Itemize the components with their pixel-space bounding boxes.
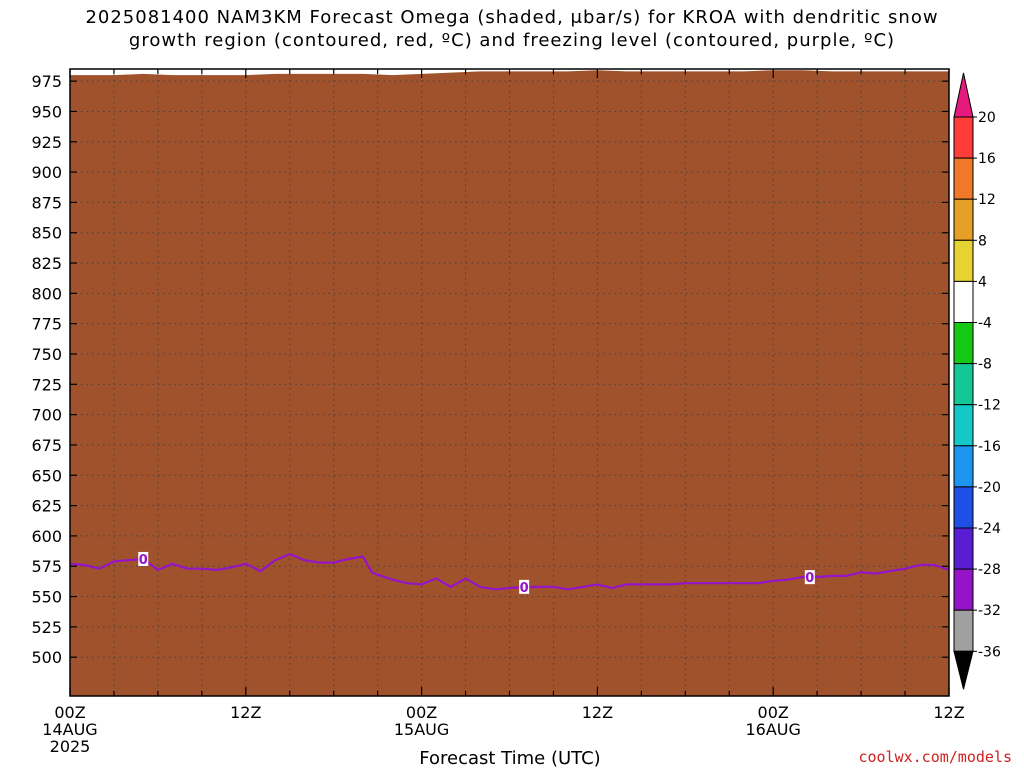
x-tick-label: 12Z <box>230 703 261 722</box>
y-tick-label: 900 <box>31 163 62 182</box>
y-tick-label: 650 <box>31 466 62 485</box>
colorbar-swatch <box>953 239 974 282</box>
grid-lines <box>70 69 949 696</box>
x-tick-label: 00Z <box>406 703 437 722</box>
freezing-level-label: 0 <box>805 571 814 586</box>
x-tick-label: 16AUG <box>745 720 800 739</box>
colorbar-label: 8 <box>978 233 987 249</box>
colorbar-label: -20 <box>978 480 1001 496</box>
colorbar-label: 12 <box>978 192 996 208</box>
freezing-level-label-bg <box>804 570 815 585</box>
colorbar-label: -4 <box>978 316 992 332</box>
x-tick-label: 12Z <box>582 703 613 722</box>
y-tick-label: 575 <box>31 557 62 576</box>
y-tick-label: 600 <box>31 527 62 546</box>
colorbar-swatch <box>953 609 974 652</box>
colorbar-swatch <box>953 198 974 241</box>
y-tick-label: 750 <box>31 345 62 364</box>
credit-link[interactable]: coolwx.com/models <box>858 748 1012 766</box>
colorbar-swatch <box>953 322 974 365</box>
colorbar-swatch <box>953 363 974 406</box>
freezing-level-label: 0 <box>139 553 148 568</box>
colorbar-swatch <box>953 280 974 323</box>
chart-title-line2: growth region (contoured, red, ºC) and f… <box>128 30 896 51</box>
y-tick-label: 675 <box>31 436 62 455</box>
colorbar-bottom-triangle <box>953 650 974 690</box>
colorbar-label: -32 <box>978 603 1001 619</box>
colorbar-label: -16 <box>978 439 1001 455</box>
y-tick-label: 725 <box>31 375 62 394</box>
y-tick-label: 925 <box>31 133 62 152</box>
y-tick-label: 775 <box>31 315 62 334</box>
colorbar-label: 20 <box>978 110 996 126</box>
colorbar-label: 4 <box>978 274 987 290</box>
colorbar: 20 16 12 8 4 -4 -8 -12 -16 -20 -24 -28 -32 -36 <box>953 72 1001 690</box>
y-tick-label: 700 <box>31 406 62 425</box>
x-tick-label: 14AUG <box>42 720 97 739</box>
colorbar-top-triangle <box>953 72 974 118</box>
colorbar-label: -36 <box>978 644 1001 660</box>
y-tick-label: 550 <box>31 588 62 607</box>
colorbar-label: -8 <box>978 357 992 373</box>
y-tick-label: 800 <box>31 284 62 303</box>
x-tick-label: 2025 <box>50 737 91 756</box>
x-tick-label: 12Z <box>933 703 964 722</box>
chart-title-line1: 2025081400 NAM3KM Forecast Omega (shaded… <box>85 7 939 28</box>
colorbar-label: 16 <box>978 151 996 167</box>
x-tick-label: 15AUG <box>394 720 449 739</box>
freezing-level-line <box>69 552 950 591</box>
freezing-level-label-bg <box>138 551 149 566</box>
freezing-level-label-bg <box>519 579 530 594</box>
x-axis-label: Forecast Time (UTC) <box>419 748 600 768</box>
colorbar-swatch <box>953 157 974 200</box>
colorbar-swatch <box>953 486 974 529</box>
x-tick-label: 00Z <box>54 703 85 722</box>
colorbar-swatch <box>953 568 974 611</box>
y-tick-label: 850 <box>31 224 62 243</box>
colorbar-swatch <box>953 116 974 159</box>
x-tick-label: 00Z <box>758 703 789 722</box>
colorbar-label: -12 <box>978 398 1001 414</box>
colorbar-label: -28 <box>978 562 1001 578</box>
y-tick-label: 825 <box>31 254 62 273</box>
y-tick-label: 875 <box>31 193 62 212</box>
colorbar-swatch <box>953 404 974 447</box>
freezing-level-label: 0 <box>520 581 529 596</box>
y-tick-label: 950 <box>31 102 62 121</box>
colorbar-swatch <box>953 445 974 488</box>
y-axis-ticks: 500 525 550 575 600 625 650 675 700 725 750 775 800 8… <box>31 72 949 667</box>
colorbar-swatch <box>953 527 974 570</box>
y-tick-label: 500 <box>31 648 62 667</box>
y-tick-label: 625 <box>31 497 62 516</box>
y-tick-label: 525 <box>31 618 62 637</box>
freezing-level-contour: 0 0 0 <box>69 551 950 596</box>
colorbar-label: -24 <box>978 521 1001 537</box>
chart-title: 2025081400 NAM3KM Forecast Omega (shaded… <box>0 6 1024 52</box>
y-tick-label: 975 <box>31 72 62 91</box>
